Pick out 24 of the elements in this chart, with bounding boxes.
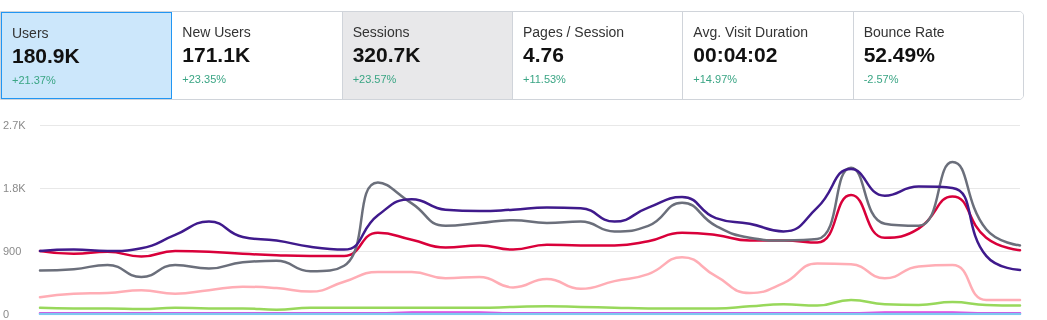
category-label: Bounce Rate [863, 24, 946, 40]
line-series [38, 256, 1022, 302]
text: +23.57% [352, 73, 398, 85]
text: 171.1K [182, 43, 252, 67]
text: 180.9K [12, 44, 81, 68]
text: -2.57% [863, 73, 900, 85]
text: 320.7K [352, 43, 422, 67]
category-label: Pages / Session [522, 24, 626, 40]
category-label: Users [12, 25, 50, 41]
text: +11.53% [522, 73, 567, 85]
y-tick-label: 1.8K [3, 182, 27, 194]
text: +14.97% [693, 73, 739, 85]
y-tick-label: 2.7K [3, 119, 27, 131]
text: +23.35% [182, 73, 228, 85]
category-label: Avg. Visit Duration [693, 24, 809, 40]
line-series [38, 298, 1022, 312]
text: 4.76 [522, 43, 565, 67]
text: 00:04:02 [693, 43, 779, 67]
text: 52.49% [863, 43, 936, 67]
y-tick-label: 0 [3, 308, 10, 320]
text: +21.37% [12, 74, 57, 86]
category-label: New Users [182, 24, 252, 40]
y-tick-label: 900 [3, 245, 22, 257]
category-label: Sessions [352, 24, 411, 40]
